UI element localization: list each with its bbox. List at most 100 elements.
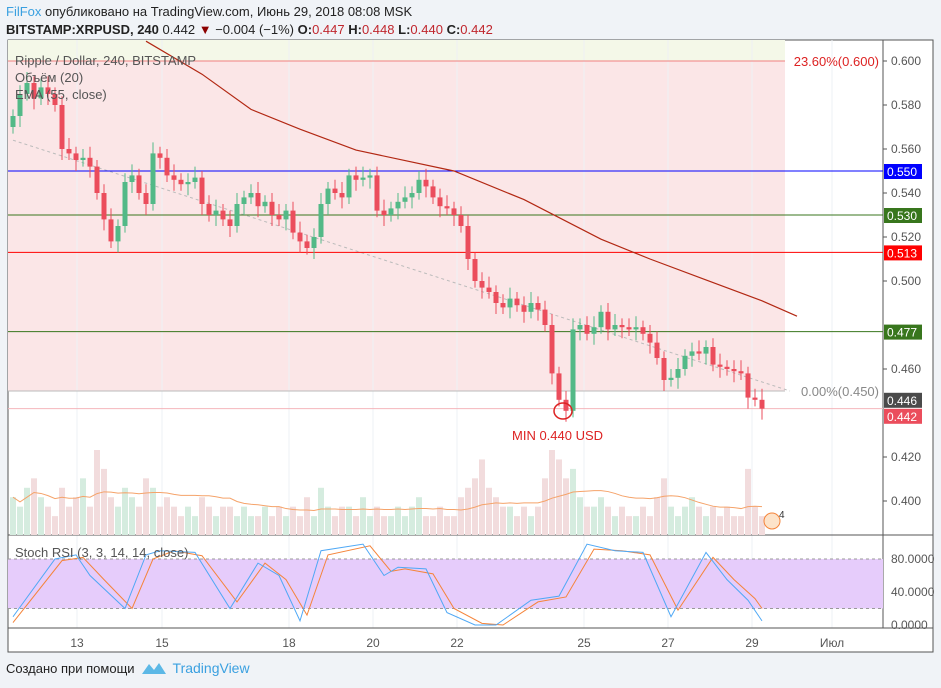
- volume-bar: [689, 497, 695, 535]
- volume-bar: [192, 516, 198, 535]
- volume-bar: [101, 468, 107, 535]
- volume-bar: [38, 497, 44, 535]
- candle-body: [248, 193, 254, 198]
- y-tick-label: 0.600: [891, 54, 921, 68]
- candle-body: [353, 175, 359, 180]
- candle-body: [584, 325, 590, 334]
- tradingview-link[interactable]: TradingView: [172, 660, 250, 676]
- legend-ema: EMA (55, close): [15, 87, 107, 102]
- candle-body: [227, 219, 233, 226]
- volume-bar: [150, 487, 156, 535]
- volume-bar: [220, 506, 226, 535]
- candle-body: [206, 204, 212, 215]
- volume-bar: [535, 506, 541, 535]
- candle-body: [500, 303, 506, 308]
- candle-body: [472, 259, 478, 281]
- candle-body: [290, 210, 296, 233]
- candle-body: [465, 226, 471, 259]
- volume-bar: [549, 450, 555, 535]
- min-annotation: MIN 0.440 USD: [512, 428, 603, 443]
- volume-bar: [521, 506, 527, 535]
- volume-bar: [619, 506, 625, 535]
- ideas-badge-icon: [763, 512, 781, 530]
- volume-bar: [199, 497, 205, 535]
- candle-body: [514, 298, 520, 306]
- volume-bar: [570, 468, 576, 535]
- stoch-tick-label: 40.0000: [891, 585, 935, 599]
- author-link[interactable]: FilFox: [6, 4, 42, 19]
- publish-text: опубликовано на TradingView.com, Июнь 29…: [45, 4, 413, 19]
- price-label-bg: [884, 392, 922, 408]
- candle-body: [619, 325, 625, 328]
- volume-bar: [493, 497, 499, 535]
- x-tick-label: 25: [577, 636, 591, 650]
- candle-body: [689, 351, 695, 356]
- volume-bar: [325, 506, 331, 535]
- candle-body: [269, 201, 275, 215]
- candle-body: [409, 193, 415, 198]
- volume-bar: [668, 506, 674, 535]
- volume-bar: [661, 478, 667, 535]
- legend-title: Ripple / Dollar, 240, BITSTAMP: [15, 53, 196, 68]
- volume-bar: [584, 506, 590, 535]
- candle-body: [696, 351, 702, 354]
- fib-label: 23.60%(0.600): [794, 54, 879, 69]
- candle-body: [437, 197, 443, 207]
- price-label: 0.446: [887, 394, 917, 408]
- candle-body: [486, 287, 492, 292]
- x-tick-label: Июл: [820, 636, 844, 650]
- volume-bar: [318, 487, 324, 535]
- volume-bar: [724, 506, 730, 535]
- volume-bar: [675, 516, 681, 535]
- price-label-bg: [884, 208, 922, 223]
- candle-body: [220, 210, 226, 220]
- candle-body: [143, 193, 149, 204]
- high-value: 0.448: [361, 22, 395, 37]
- last-price: 0.442: [162, 22, 196, 37]
- volume-bar: [381, 516, 387, 535]
- candle-body: [577, 325, 583, 330]
- candle-body: [122, 182, 128, 226]
- candle-body: [150, 153, 156, 204]
- candle-body: [395, 201, 401, 209]
- price-label: 0.550: [887, 165, 917, 179]
- stoch-tick-label: 0.0000: [891, 618, 928, 632]
- y-tick-label: 0.460: [891, 362, 921, 376]
- candle-body: [318, 204, 324, 237]
- volume-bar: [269, 516, 275, 535]
- volume-bar: [423, 516, 429, 535]
- volume-bar: [717, 516, 723, 535]
- volume-bar: [458, 497, 464, 535]
- candle-body: [416, 179, 422, 193]
- volume-bar: [563, 478, 569, 535]
- price-label-bg: [884, 408, 922, 424]
- candle-body: [724, 366, 730, 369]
- low-value: 0.440: [410, 22, 443, 37]
- candle-body: [710, 347, 716, 365]
- candle-body: [157, 153, 163, 158]
- candle-body: [101, 193, 107, 220]
- footer: Создано при помощи TradingView: [6, 660, 250, 676]
- y-tick-label: 0.520: [891, 230, 921, 244]
- candle-body: [10, 116, 16, 127]
- volume-bar: [416, 497, 422, 535]
- volume-bar: [80, 478, 86, 535]
- candle-body: [325, 188, 331, 204]
- candle-body: [654, 342, 660, 358]
- candle-body: [241, 197, 247, 204]
- volume-bar: [339, 506, 345, 535]
- candle-body: [52, 94, 58, 105]
- y-tick-label: 0.420: [891, 450, 921, 464]
- candle-body: [171, 175, 177, 180]
- candle-body: [682, 355, 688, 369]
- x-tick-label: 27: [661, 636, 675, 650]
- volume-bar: [682, 506, 688, 535]
- candle-body: [507, 298, 513, 308]
- volume-bar: [283, 516, 289, 535]
- volume-bar: [164, 497, 170, 535]
- volume-bar: [17, 506, 23, 535]
- candle-body: [717, 364, 723, 367]
- volume-bar: [647, 516, 653, 535]
- volume-bar: [178, 516, 184, 535]
